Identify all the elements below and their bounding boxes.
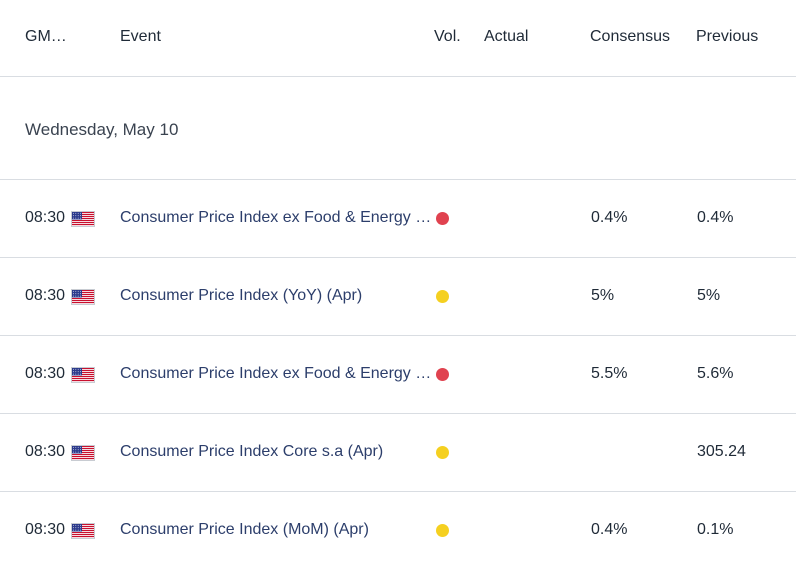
impact-dot — [436, 368, 449, 381]
us-flag-icon — [71, 211, 95, 227]
table-row[interactable]: 08:30 Consumer Price Index ex Food & Ene… — [0, 180, 796, 258]
column-header-event[interactable]: Event — [120, 28, 161, 45]
consensus-value: 5.5% — [591, 365, 628, 382]
event-time: 08:30 — [25, 443, 66, 460]
consensus-value: 5% — [591, 287, 615, 304]
event-time: 08:30 — [25, 287, 66, 304]
previous-value: 0.1% — [697, 521, 734, 538]
impact-dot — [436, 212, 449, 225]
event-name[interactable]: Consumer Price Index (MoM) (Apr) — [120, 521, 369, 538]
consensus-value: 0.4% — [591, 209, 628, 226]
column-header-previous[interactable]: Previous — [696, 28, 759, 45]
us-flag-icon — [71, 289, 95, 305]
table-row[interactable]: 08:30 Consumer Price Index Core s.a (Apr… — [0, 414, 796, 492]
consensus-value: 0.4% — [591, 521, 628, 538]
previous-value: 305.24 — [697, 443, 746, 460]
event-time: 08:30 — [25, 209, 66, 226]
column-header-vol[interactable]: Vol. — [434, 28, 461, 45]
event-time: 08:30 — [25, 365, 66, 382]
column-header-time[interactable]: GM… — [25, 28, 67, 45]
column-header-consensus[interactable]: Consensus — [590, 28, 671, 45]
day-label: Wednesday, May 10 — [25, 120, 179, 139]
table-header: GM… Event Vol. Actual Consensus Previous — [0, 0, 796, 77]
event-name[interactable]: Consumer Price Index ex Food & Energy (Y… — [120, 365, 434, 382]
impact-dot — [436, 290, 449, 303]
impact-dot — [436, 446, 449, 459]
us-flag-icon — [71, 367, 95, 383]
event-name[interactable]: Consumer Price Index ex Food & Energy (M… — [120, 209, 434, 226]
impact-dot — [436, 524, 449, 537]
table-row[interactable]: 08:30 Consumer Price Index ex Food & Ene… — [0, 336, 796, 414]
event-name[interactable]: Consumer Price Index (YoY) (Apr) — [120, 287, 363, 304]
us-flag-icon — [71, 445, 95, 461]
day-group-header: Wednesday, May 10 — [0, 77, 796, 180]
event-time: 08:30 — [25, 521, 66, 538]
column-header-actual[interactable]: Actual — [484, 28, 529, 45]
us-flag-icon — [71, 523, 95, 539]
table-row[interactable]: 08:30 Consumer Price Index (MoM) (Apr) 0… — [0, 492, 796, 569]
previous-value: 0.4% — [697, 209, 734, 226]
previous-value: 5% — [697, 287, 721, 304]
table-row[interactable]: 08:30 Consumer Price Index (YoY) (Apr) 5… — [0, 258, 796, 336]
event-name[interactable]: Consumer Price Index Core s.a (Apr) — [120, 443, 384, 460]
previous-value: 5.6% — [697, 365, 734, 382]
